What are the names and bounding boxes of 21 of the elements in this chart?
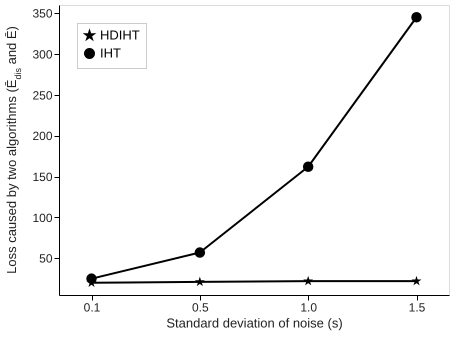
y-tick-label: 50	[39, 252, 53, 266]
point	[412, 276, 422, 286]
x-tick-label: 0.5	[192, 300, 209, 314]
x-axis-title: Standard deviation of noise (s)	[166, 316, 343, 330]
y-tick-label: 350	[32, 6, 53, 21]
x-tick-label: 1.5	[408, 300, 426, 314]
point	[302, 162, 314, 172]
y-tick-label: 200	[32, 129, 53, 144]
y-tick-label: 100	[32, 210, 53, 225]
y-tick-label: 250	[32, 88, 53, 102]
y-tick-label: 300	[32, 48, 53, 62]
x-tick-label: 1.0	[300, 300, 318, 314]
point	[194, 247, 206, 258]
legend-label: HDIHT	[100, 28, 140, 42]
y-axis-title: Loss caused by two algorithms (Ēdis and Ē)	[4, 26, 23, 274]
x-tick-label: 0.1	[84, 300, 101, 314]
point	[303, 276, 314, 286]
legend-label: IHT	[100, 46, 121, 60]
point	[411, 12, 422, 22]
point	[194, 276, 205, 286]
y-tick-label: 150	[32, 170, 53, 184]
